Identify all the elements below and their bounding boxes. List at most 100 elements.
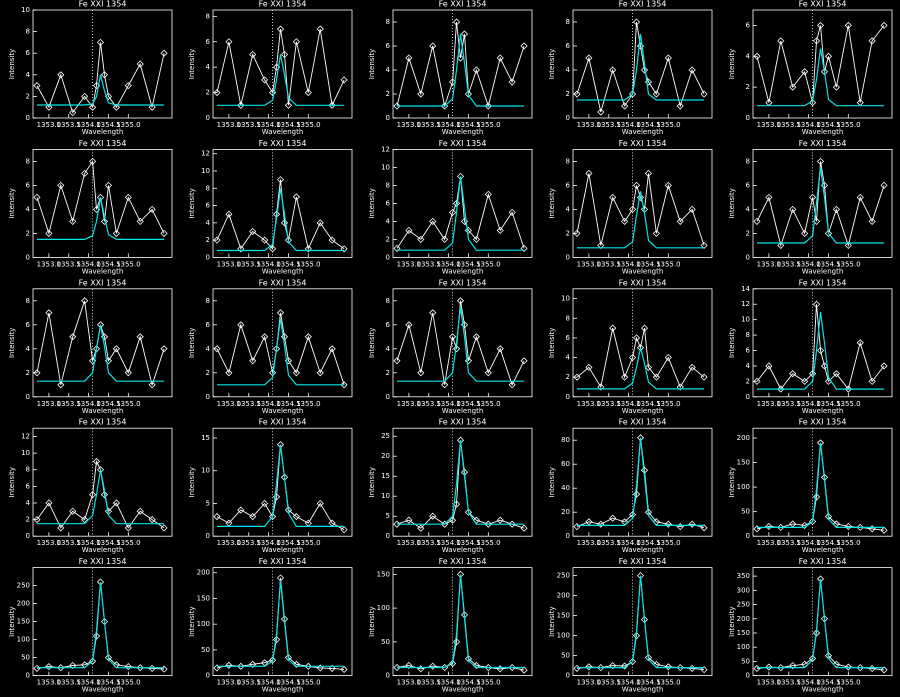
data-point [700, 666, 708, 674]
data-point [856, 193, 864, 201]
data-point [789, 83, 797, 91]
y-tick-label: 2 [206, 369, 210, 377]
x-tick-label: 1353.5 [596, 400, 621, 408]
y-axis-label: Intensity [728, 328, 736, 358]
panel-title: Fe XXI 1354 [79, 418, 127, 427]
data-point [292, 193, 300, 201]
data-point [812, 37, 821, 45]
x-tick-label: 1353.0 [37, 400, 62, 408]
data-point [213, 89, 221, 97]
data-point [812, 493, 821, 501]
data-point [405, 661, 413, 670]
y-tick-label: 6 [386, 42, 391, 50]
x-tick-label: 1353.5 [416, 400, 441, 408]
plot-frame [752, 427, 893, 537]
x-tick-label: 1353.5 [776, 539, 801, 547]
x-axis-label: Wavelength [262, 546, 304, 554]
x-tick-label: 1354.0 [616, 679, 641, 687]
data-point [640, 324, 649, 332]
data-point [441, 381, 449, 389]
data-point [225, 369, 233, 377]
data-point [213, 512, 221, 521]
data-point [292, 369, 300, 377]
data-point [112, 103, 120, 111]
y-axis-label: Intensity [548, 467, 556, 497]
data-point [597, 520, 605, 528]
data-point [824, 52, 833, 60]
data-point [81, 169, 89, 177]
data-point [89, 103, 97, 111]
x-tick-label: 1353.5 [416, 679, 441, 687]
y-tick-label: 0 [206, 393, 210, 401]
x-axis-label: Wavelength [262, 128, 304, 136]
y-tick-label: 50 [201, 646, 210, 654]
data-point [89, 157, 97, 165]
y-tick-label: 150 [197, 594, 210, 602]
x-tick-label: 1354.5 [276, 121, 301, 129]
data-point [632, 181, 641, 189]
y-tick-label: 4 [206, 345, 211, 353]
data-line [756, 25, 885, 103]
y-tick-label: 2 [746, 229, 750, 237]
data-point [472, 661, 480, 670]
panel: Fe XXI 13540246810121353.01353.51354.013… [8, 418, 173, 554]
data-point [57, 664, 65, 672]
data-line [576, 21, 705, 113]
y-tick-label: 5 [386, 512, 390, 520]
data-point [69, 661, 77, 670]
data-point [789, 370, 797, 378]
plot-frame [212, 9, 353, 119]
x-tick-label: 1353.0 [757, 539, 782, 547]
x-axis-label: Wavelength [802, 267, 844, 275]
panel-title: Fe XXI 1354 [619, 139, 667, 148]
x-tick-label: 1353.5 [596, 679, 621, 687]
y-axis-label: Intensity [188, 328, 196, 358]
panel: Fe XXI 1354 0 2 4 6 8 10 1353.01353.51354.01354… [8, 0, 173, 136]
x-tick-label: 1353.5 [776, 400, 801, 408]
data-point [777, 37, 785, 45]
x-tick-label: 1355.0 [296, 679, 321, 687]
x-tick-label: 1355.0 [836, 679, 861, 687]
y-tick-label: 4 [386, 217, 391, 225]
data-point [597, 664, 605, 672]
y-tick-label: 2 [206, 236, 210, 244]
fit-line [37, 469, 165, 525]
data-point [284, 101, 293, 109]
data-point [597, 108, 605, 116]
data-point [393, 357, 401, 365]
panel-title: Fe XXI 1354 [259, 0, 307, 9]
data-point [429, 662, 437, 670]
data-point [393, 244, 401, 252]
x-tick-label: 1353.5 [236, 260, 261, 268]
data-point [452, 345, 461, 353]
panel: Fe XXI 1354 0 2 4 6 8 10 1353.01353.51354.01354… [548, 278, 713, 415]
x-tick-label: 1354.5 [276, 679, 301, 687]
panel-title: Fe XXI 1354 [79, 557, 127, 566]
data-point [789, 662, 797, 670]
data-point [45, 309, 53, 317]
data-point [700, 373, 708, 381]
x-tick-label: 1353.0 [577, 260, 602, 268]
y-tick-label: 10 [381, 163, 390, 171]
panel-title: Fe XXI 1354 [439, 0, 487, 9]
y-axis-label: Intensity [8, 467, 16, 497]
data-point [688, 363, 696, 371]
data-line [216, 577, 345, 670]
panel-title: Fe XXI 1354 [259, 139, 307, 148]
data-point [856, 339, 864, 347]
data-point [664, 353, 672, 362]
data-point [69, 109, 77, 117]
y-tick-label: 8 [26, 297, 30, 305]
y-tick-label: 0 [26, 672, 30, 680]
data-point [160, 229, 168, 237]
data-point [69, 217, 77, 225]
y-tick-label: 100 [17, 636, 30, 644]
x-tick-label: 1353.0 [217, 121, 242, 129]
y-tick-label: 8 [746, 157, 750, 165]
y-axis-label: Intensity [368, 49, 376, 79]
data-point [629, 658, 637, 666]
data-point [57, 71, 65, 79]
x-tick-label: 1354.0 [76, 539, 101, 547]
y-tick-label: 50 [381, 638, 390, 646]
